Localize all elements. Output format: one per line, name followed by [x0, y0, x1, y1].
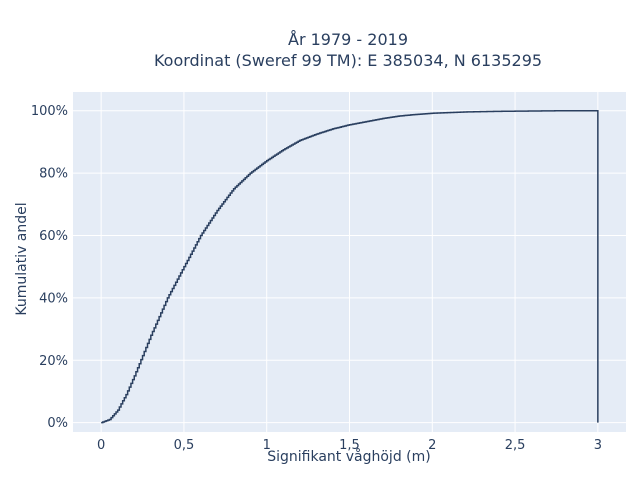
y-tick-label: 0%: [47, 416, 68, 431]
x-tick-labels: 0 0,5 1 1,5 2 2,5 3: [97, 438, 602, 453]
x-tick-label: 2,5: [505, 438, 526, 453]
y-tick-label: 100%: [31, 104, 68, 119]
x-axis-title: Signifikant våghöjd (m): [267, 448, 430, 465]
x-tick-label: 2: [428, 438, 436, 453]
y-axis-title: Kumulativ andel: [14, 202, 30, 315]
x-tick-label: 1: [263, 438, 271, 453]
ecdf-line: [101, 109, 599, 424]
series-group: [101, 109, 599, 424]
x-tick-label: 0,5: [174, 438, 195, 453]
x-tick-label: 1,5: [339, 438, 360, 453]
chart-title-line1: År 1979 - 2019: [288, 30, 408, 49]
y-tick-label: 80%: [39, 167, 68, 182]
x-tick-label: 0: [97, 438, 105, 453]
chart-title-line2: Koordinat (Sweref 99 TM): E 385034, N 61…: [154, 51, 542, 70]
y-tick-label: 20%: [39, 354, 68, 369]
y-tick-label: 60%: [39, 229, 68, 244]
y-tick-label: 40%: [39, 291, 68, 306]
x-tick-label: 3: [594, 438, 602, 453]
y-tick-labels: 0% 20% 40% 60% 80% 100%: [31, 104, 68, 431]
y-gridlines: [73, 110, 626, 424]
